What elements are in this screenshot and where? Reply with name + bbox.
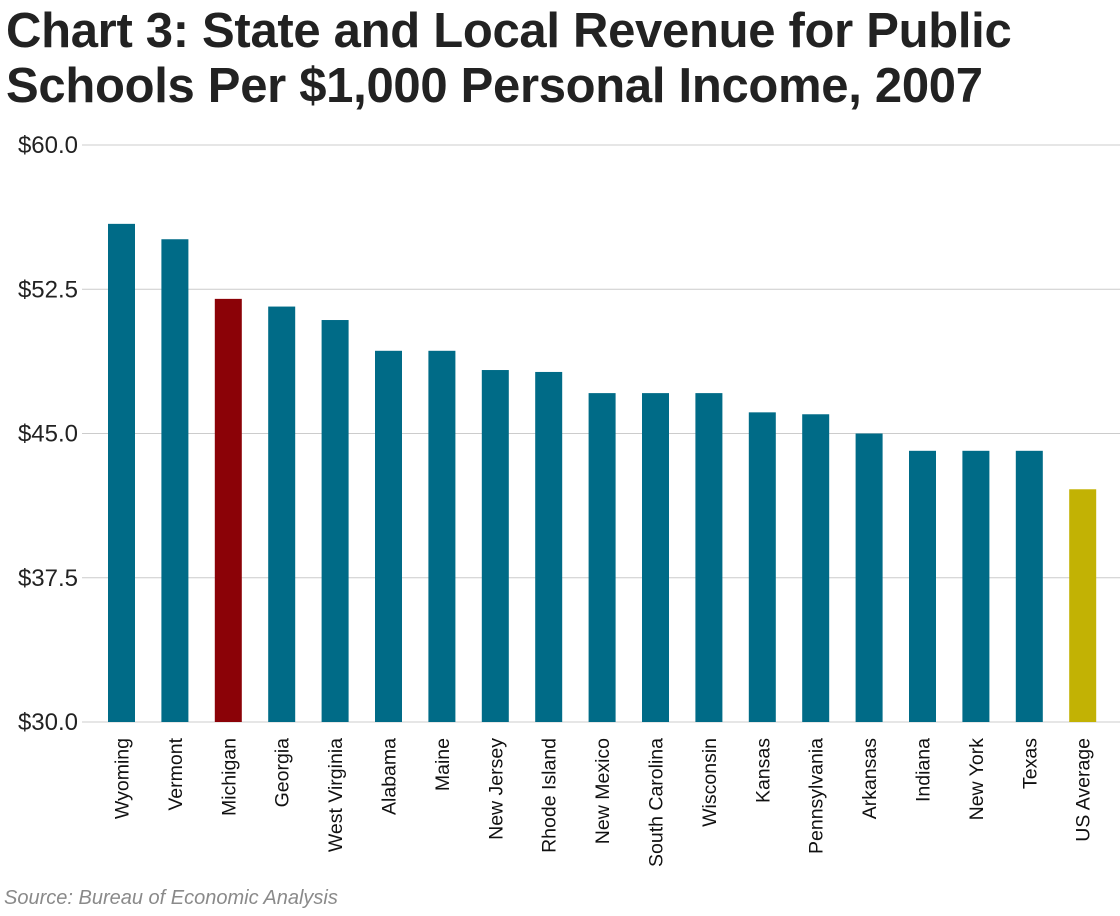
bar-arkansas [855, 433, 883, 722]
bar-michigan [214, 298, 242, 722]
bar-wisconsin [695, 393, 723, 722]
y-tick-label: $45.0 [18, 421, 78, 448]
bar-georgia [268, 306, 296, 722]
bar-south-carolina [642, 393, 669, 722]
bar-texas [1015, 450, 1043, 722]
x-tick-label: Kansas [752, 738, 774, 803]
bar-us-average [1069, 489, 1097, 722]
y-tick-label: $30.0 [18, 709, 78, 736]
x-tick-label: Michigan [218, 738, 240, 816]
x-tick-label: Rhode Island [539, 738, 561, 853]
x-tick-label: Wisconsin [699, 738, 721, 827]
x-tick-label: South Carolina [646, 738, 668, 867]
bar-new-mexico [588, 393, 616, 722]
source-note: Source: Bureau of Economic Analysis [4, 887, 338, 909]
x-tick-label: New Mexico [592, 738, 614, 844]
x-axis-ticks: Wyoming Vermont Michigan Georgia West Virgin… [112, 737, 1095, 867]
x-tick-label: Georgia [272, 738, 294, 808]
bar-maine [428, 350, 456, 722]
bar-vermont [161, 239, 189, 722]
x-tick-label: Maine [432, 738, 454, 791]
x-tick-label: Arkansas [859, 738, 881, 820]
bar-rhode-island [535, 371, 563, 722]
y-tick-label: $37.5 [18, 565, 78, 592]
y-tick-label: $52.5 [18, 276, 78, 303]
bar-pennsylvania [802, 414, 830, 722]
bar-new-york [962, 450, 990, 722]
bar-kansas [748, 412, 776, 722]
x-tick-label: Pennsylvania [806, 738, 828, 854]
bar-west-virginia [321, 320, 349, 722]
x-tick-label: Wyoming [112, 738, 134, 819]
x-tick-label: Indiana [913, 738, 935, 802]
x-tick-label: Alabama [379, 738, 401, 815]
x-tick-label: West Virginia [325, 738, 347, 852]
x-tick-label: Texas [1019, 738, 1041, 789]
bar-indiana [909, 450, 936, 722]
y-axis-ticks: $60.0 $52.5 $45.0 $37.5 $30.0 [18, 132, 78, 736]
y-tick-label: $60.0 [18, 132, 78, 159]
bar-new-jersey [481, 370, 509, 722]
x-tick-label: US Average [1073, 738, 1095, 842]
x-tick-label: New York [966, 738, 988, 821]
bars [108, 223, 1097, 722]
bar-alabama [375, 350, 402, 722]
x-tick-label: New Jersey [485, 738, 507, 840]
x-tick-label: Vermont [165, 737, 187, 810]
bar-wyoming [108, 223, 135, 722]
chart-title: Chart 3: State and Local Revenue for Pub… [6, 4, 1012, 113]
